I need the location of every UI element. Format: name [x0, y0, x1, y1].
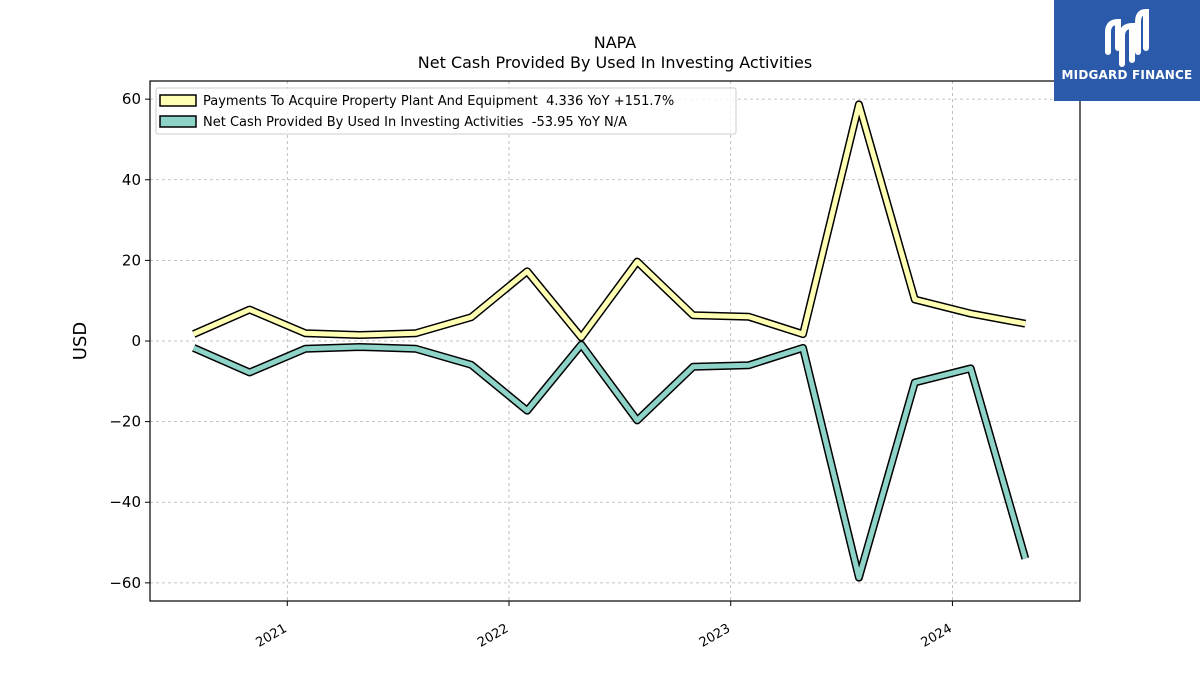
y-tick-label: −40	[109, 493, 141, 511]
legend-swatch-ppe	[159, 94, 197, 107]
x-tick-label: 2023	[697, 621, 733, 651]
series-0-point	[912, 297, 917, 302]
x-axis: 2021 2022 2023 2024	[253, 601, 955, 651]
chart-subtitle: Net Cash Provided By Used In Investing A…	[418, 53, 812, 72]
series-1-point	[579, 342, 584, 347]
series-0-point	[801, 332, 806, 337]
series-1-point	[691, 364, 696, 369]
series-1-point	[191, 345, 196, 350]
series-lines	[191, 100, 1030, 582]
y-axis-label: USD	[70, 322, 91, 360]
series-0-point	[968, 311, 973, 316]
series-1-point	[469, 362, 474, 367]
series-1-point	[801, 345, 806, 350]
legend-swatch-net-cash	[159, 115, 197, 128]
series-0-point	[746, 314, 751, 319]
series-0-point	[691, 313, 696, 318]
x-tick-label: 2021	[253, 621, 289, 651]
grid	[150, 81, 1080, 601]
series-1-point	[635, 418, 640, 423]
series-0-point	[525, 269, 530, 274]
series-1-point	[856, 575, 861, 580]
legend-box	[155, 87, 737, 135]
series-0-point	[191, 332, 196, 337]
legend-label-net-cash: Net Cash Provided By Used In Investing A…	[203, 115, 627, 130]
x-tick-label: 2022	[475, 621, 511, 651]
series-1-point	[525, 408, 530, 413]
series-0-point	[579, 335, 584, 340]
series-1-point	[303, 346, 308, 351]
brand-name: MIDGARD FINANCE	[1061, 68, 1193, 82]
y-tick-label: 0	[131, 332, 141, 350]
series-1-point	[1023, 556, 1028, 561]
y-tick-label: 40	[122, 171, 141, 189]
series-1-point	[746, 363, 751, 368]
y-axis: 60 40 20 0 −20 −40 −60	[109, 90, 150, 592]
series-0-point	[856, 102, 861, 107]
legend-label-ppe: Payments To Acquire Property Plant And E…	[203, 94, 674, 109]
series-1-point	[413, 346, 418, 351]
series-1-point	[912, 380, 917, 385]
series-1-point	[357, 345, 362, 350]
midgard-logo-icon	[1105, 8, 1149, 67]
midgard-finance-logo: MIDGARD FINANCE	[1054, 0, 1200, 101]
x-tick-label: 2024	[919, 621, 955, 651]
series-0-point	[469, 315, 474, 320]
legend: Payments To Acquire Property Plant And E…	[155, 87, 737, 135]
series-0-point	[357, 333, 362, 338]
series-0-point	[303, 331, 308, 336]
y-tick-label: −20	[109, 413, 141, 431]
series-0-point	[413, 331, 418, 336]
series-1-point	[247, 370, 252, 375]
y-tick-label: 60	[122, 90, 141, 108]
chart-title: NAPA	[594, 33, 637, 52]
series-1-point	[968, 366, 973, 371]
series-line-1	[192, 342, 1028, 581]
series-0-point	[635, 259, 640, 264]
y-tick-label: −60	[109, 574, 141, 592]
series-line-0	[192, 101, 1026, 340]
series-0-point	[1023, 321, 1028, 326]
y-tick-label: 20	[122, 251, 141, 269]
series-0-point	[247, 307, 252, 312]
